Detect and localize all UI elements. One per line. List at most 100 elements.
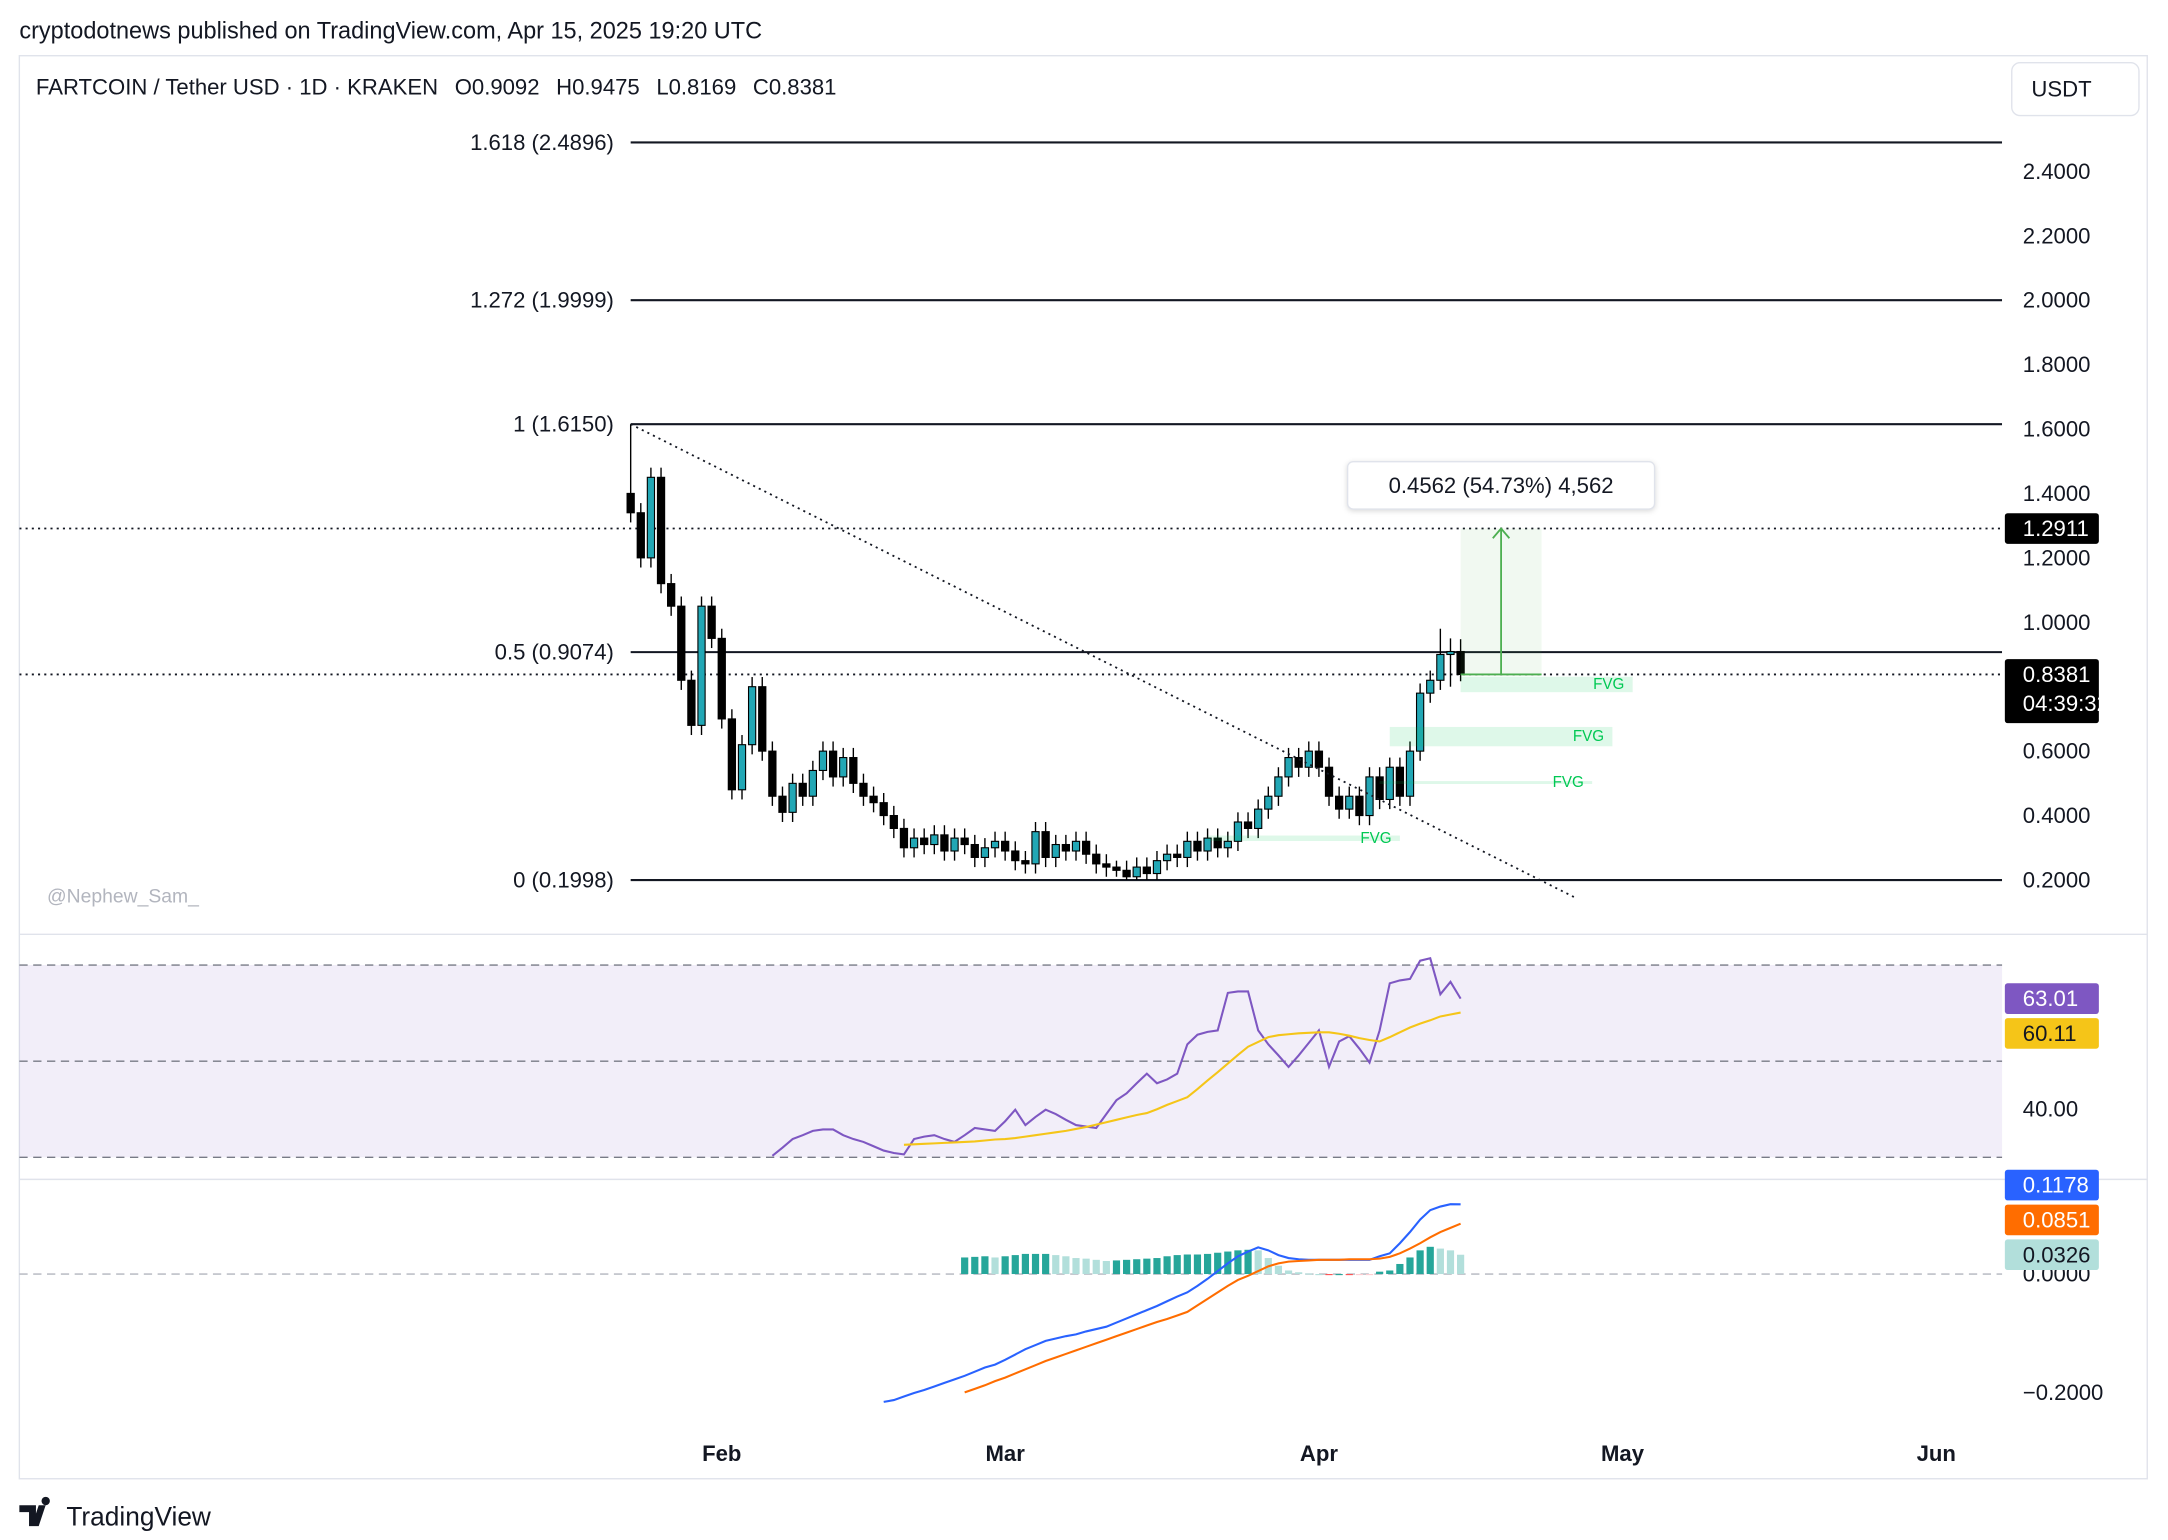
axis-badge bbox=[2004, 659, 2099, 724]
axis-badge-label: 0.0326 bbox=[2023, 1242, 2091, 1267]
y-tick-label: 40.00 bbox=[2023, 1097, 2078, 1122]
y-tick-label: 0.2000 bbox=[2023, 867, 2091, 892]
rsi-line bbox=[771, 957, 1462, 1157]
macd-histogram-bar bbox=[1163, 1256, 1171, 1275]
candle-body bbox=[1335, 795, 1344, 810]
candle-body bbox=[1294, 757, 1303, 768]
fvg-label: FVG bbox=[1593, 676, 1624, 693]
ohlc-value: 0.9092 bbox=[472, 74, 540, 99]
macd-histogram-bar bbox=[1274, 1265, 1283, 1275]
macd-histogram-bar bbox=[1021, 1253, 1029, 1275]
candle-body bbox=[778, 795, 787, 813]
macd-histogram-bar bbox=[1436, 1248, 1444, 1275]
fvg-label: FVG bbox=[1360, 830, 1391, 847]
candle-body bbox=[920, 837, 929, 846]
candle-body bbox=[1385, 766, 1394, 801]
axis-badge bbox=[2004, 513, 2099, 544]
macd-histogram-bar bbox=[1376, 1271, 1384, 1275]
macd-histogram-bar bbox=[1153, 1258, 1161, 1275]
ohlc-label: O bbox=[455, 74, 472, 99]
x-tick-label: Jun bbox=[1917, 1441, 1956, 1466]
axis-badge-label: 63.01 bbox=[2023, 986, 2078, 1011]
macd-histogram-bar bbox=[1092, 1259, 1100, 1275]
y-tick-label: 0.4000 bbox=[2023, 803, 2091, 828]
candle-body bbox=[1405, 750, 1415, 797]
macd-line bbox=[964, 1222, 1462, 1394]
candle-body bbox=[1223, 840, 1232, 849]
candle-body bbox=[1415, 692, 1425, 752]
candle-body bbox=[1304, 750, 1313, 768]
trendline bbox=[630, 423, 1577, 899]
macd-histogram-bar bbox=[1396, 1263, 1404, 1275]
fvg-label: FVG bbox=[1553, 774, 1584, 791]
candle-body bbox=[1071, 840, 1081, 852]
y-tick-label: −0.2000 bbox=[2023, 1380, 2104, 1405]
macd-histogram-bar bbox=[1112, 1260, 1121, 1275]
candle-body bbox=[636, 512, 645, 559]
y-tick-label: 1.6000 bbox=[2023, 416, 2091, 441]
fvg-zone bbox=[1389, 726, 1613, 747]
axis-badge bbox=[2004, 1239, 2099, 1271]
currency-label: USDT bbox=[2031, 77, 2092, 102]
currency-button[interactable] bbox=[2011, 61, 2140, 117]
candle-body bbox=[1081, 840, 1091, 855]
candle-body bbox=[849, 757, 858, 784]
y-tick-label: 1.4000 bbox=[2023, 481, 2091, 506]
candle-body bbox=[768, 750, 777, 797]
macd-histogram-bar bbox=[1183, 1254, 1191, 1275]
candle-body bbox=[1132, 866, 1141, 878]
candle-body bbox=[707, 605, 716, 639]
candle-body bbox=[697, 605, 706, 726]
symbol-legend: FARTCOIN / Tether USD · 1D · KRAKEN O0.90… bbox=[36, 74, 837, 99]
macd-histogram-bar bbox=[1284, 1270, 1293, 1275]
fvg-zone bbox=[1207, 835, 1400, 842]
macd-histogram-bar bbox=[1062, 1256, 1070, 1275]
candle-body bbox=[980, 847, 990, 858]
ohlc-label: H bbox=[556, 74, 572, 99]
x-tick-label: May bbox=[1601, 1441, 1645, 1466]
y-tick-label: 0.6000 bbox=[2023, 739, 2091, 764]
axis-badge-label: 0.8381 bbox=[2023, 662, 2091, 687]
macd-histogram-bar bbox=[1001, 1256, 1009, 1275]
fib-label: 0 (0.1998) bbox=[513, 867, 614, 892]
candle-body bbox=[1264, 795, 1273, 810]
macd-histogram-bar bbox=[1193, 1254, 1202, 1275]
macd-histogram-bar bbox=[1214, 1252, 1222, 1275]
candle-body bbox=[808, 769, 817, 797]
candle-body bbox=[656, 476, 666, 585]
y-tick-label: 2.0000 bbox=[2023, 288, 2091, 313]
tradingview-logo bbox=[19, 1496, 50, 1527]
macd-histogram-bar bbox=[1406, 1257, 1414, 1275]
candle-body bbox=[646, 476, 656, 559]
candle-body bbox=[1193, 840, 1202, 852]
candle-body bbox=[818, 750, 828, 772]
macd-histogram-bar bbox=[1457, 1254, 1465, 1275]
macd-histogram-bar bbox=[961, 1257, 969, 1275]
ohlc-label: C bbox=[753, 74, 769, 99]
price-pane bbox=[19, 141, 2003, 882]
candle-body bbox=[717, 637, 726, 720]
candle-body bbox=[950, 837, 959, 852]
macd-histogram-bar bbox=[1244, 1249, 1252, 1275]
measure-label-box bbox=[1346, 460, 1656, 510]
x-tick-label: Feb bbox=[702, 1441, 741, 1466]
countdown: 04:39:32 bbox=[2023, 691, 2109, 716]
candle-body bbox=[879, 802, 888, 817]
candle-body bbox=[1345, 795, 1354, 810]
candle-body bbox=[839, 757, 848, 778]
ohlc-value: 0.9475 bbox=[572, 74, 640, 99]
candle-body bbox=[737, 744, 747, 791]
candle-body bbox=[1183, 840, 1192, 858]
fib-label: 1.272 (1.9999) bbox=[470, 288, 614, 313]
candle-body bbox=[788, 782, 797, 813]
axis-badge bbox=[2004, 983, 2099, 1014]
chart-frame bbox=[18, 55, 2148, 1480]
fvg-zone bbox=[1460, 676, 1633, 693]
macd-histogram-bar bbox=[1365, 1274, 1374, 1276]
macd-histogram-bar bbox=[1011, 1255, 1019, 1275]
candle-body bbox=[1243, 821, 1253, 829]
candle-body bbox=[1001, 840, 1010, 852]
candle-body bbox=[1102, 863, 1111, 868]
